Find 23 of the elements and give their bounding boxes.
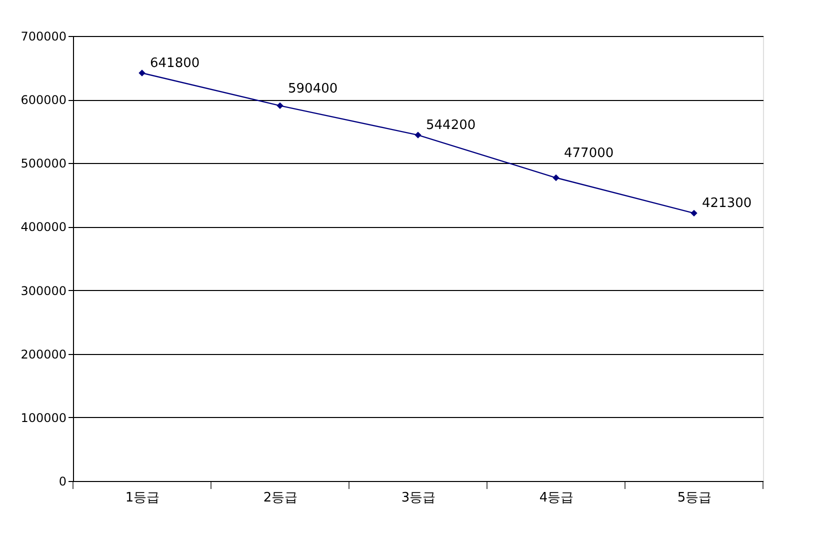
data-label: 641800 [150,56,200,71]
x-tick-label: 4등급 [539,490,574,506]
x-tick-label: 3등급 [401,490,436,506]
y-tick-label: 600000 [20,93,66,108]
y-tick-label: 300000 [20,284,66,298]
y-tick-label: 700000 [20,30,66,44]
point [138,70,146,76]
y-tick-label: 500000 [20,156,66,171]
data-label: 421300 [702,196,752,212]
x-tick-label: 2등급 [263,490,298,506]
x-tick-label: 1등급 [125,490,160,506]
x-tick-label: 5등급 [677,490,712,506]
point [690,210,698,217]
data-label: 544200 [426,118,476,134]
data-label: 477000 [564,146,614,161]
point [276,102,284,110]
point [552,174,560,182]
data-label: 590400 [288,82,338,97]
point [414,132,422,138]
y-tick-label: 400000 [20,220,66,234]
y-tick-label: 0 [58,474,66,488]
y-tick-label: 200000 [20,347,66,362]
y-tick-label: 100000 [20,410,66,425]
